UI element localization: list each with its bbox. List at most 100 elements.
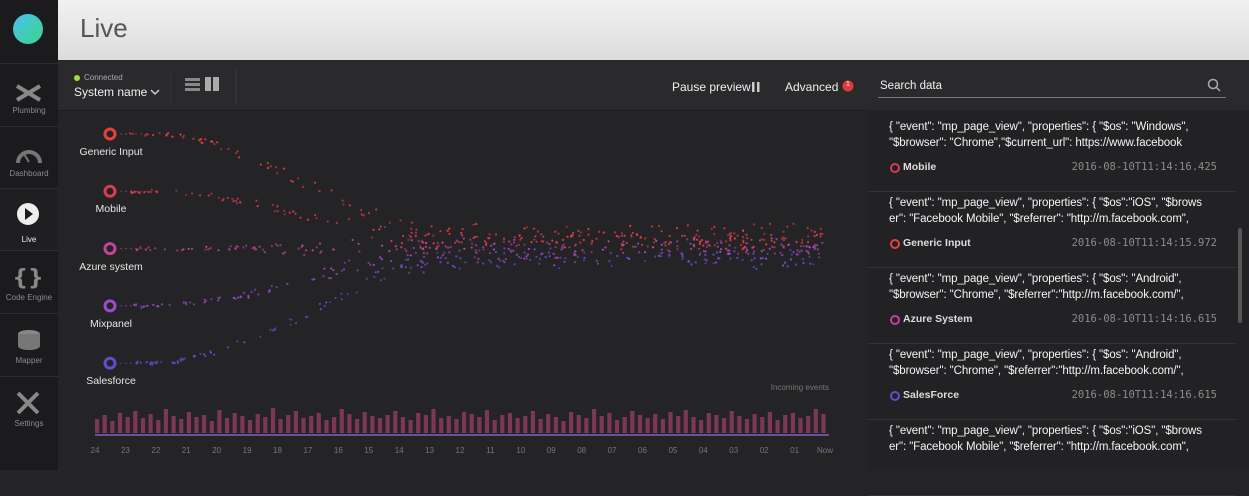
event-particle <box>595 259 599 262</box>
event-particle <box>210 140 213 143</box>
event-bar <box>117 413 123 433</box>
event-particle <box>348 204 351 207</box>
event-card[interactable]: { "event": "mp_page_view", "properties":… <box>868 191 1236 268</box>
event-particle <box>750 238 753 241</box>
event-particle <box>269 165 272 168</box>
event-particle <box>405 250 408 253</box>
time-tick: 10 <box>516 446 526 455</box>
event-particle <box>664 244 667 247</box>
event-particle <box>282 209 286 212</box>
event-particle <box>474 249 477 252</box>
search-placeholder: Search data <box>880 80 943 92</box>
event-particle <box>432 242 435 245</box>
event-particle <box>676 245 679 248</box>
event-card[interactable]: { "event": "mp_page_view", "properties":… <box>868 419 1236 496</box>
nav-item[interactable]: Settings <box>0 376 58 439</box>
search-input[interactable] <box>878 76 1226 98</box>
event-card[interactable]: { "event": "mp_page_view", "properties":… <box>868 343 1236 420</box>
event-source: Mobile <box>903 161 937 173</box>
event-particle <box>566 235 569 238</box>
event-json: er": "Facebook Mobile", "$referrer": "ht… <box>889 213 1189 225</box>
event-particle <box>734 237 737 240</box>
advanced-button[interactable]: Advanced <box>785 80 839 94</box>
event-particle <box>263 251 266 254</box>
event-particle <box>608 260 611 263</box>
event-particle <box>213 142 216 146</box>
event-particle <box>192 137 195 140</box>
event-particle <box>771 245 774 248</box>
event-particle <box>614 231 617 234</box>
event-particle <box>591 240 594 243</box>
event-bar <box>286 415 291 433</box>
event-particle <box>796 249 799 252</box>
event-particle <box>383 226 386 229</box>
event-particle <box>245 244 248 247</box>
event-particle <box>801 258 805 261</box>
event-bar <box>538 419 543 433</box>
event-particle <box>414 251 417 254</box>
event-timestamp: 2016-08-10T11:14:16.425 <box>1071 161 1217 173</box>
event-bar <box>156 420 161 433</box>
event-particle <box>213 353 216 356</box>
event-bar <box>247 420 253 433</box>
event-particle <box>303 253 306 256</box>
event-particle <box>254 248 258 251</box>
event-particle <box>510 243 513 246</box>
system-select[interactable]: System name <box>74 85 148 99</box>
event-card[interactable]: { "event": "mp_page_view", "properties":… <box>868 267 1236 344</box>
event-particle <box>203 298 206 301</box>
event-particle <box>155 361 158 364</box>
event-particle <box>764 257 768 260</box>
event-particle <box>472 223 475 226</box>
event-particle <box>155 190 158 193</box>
event-particle <box>726 234 730 237</box>
nav-label: Plumbing <box>12 106 46 115</box>
event-particle <box>318 190 321 193</box>
event-json: "$browser": "Chrome", "$referrer":"http:… <box>889 289 1184 301</box>
event-bar <box>813 409 818 433</box>
event-bar <box>293 411 298 433</box>
event-source: Azure System <box>903 313 973 325</box>
time-tick: 05 <box>668 446 678 455</box>
event-particle <box>797 253 800 256</box>
nav-item[interactable]: {} Code Engine <box>0 250 58 313</box>
event-particle <box>276 205 279 208</box>
event-particle <box>439 256 443 259</box>
event-particle <box>407 258 410 261</box>
event-bar <box>102 415 107 433</box>
event-particle <box>686 238 689 241</box>
scrollbar[interactable] <box>1237 228 1243 323</box>
event-particle <box>410 221 413 224</box>
event-particle <box>733 232 736 235</box>
event-particle <box>147 190 150 194</box>
event-particle <box>478 249 481 252</box>
event-particle <box>184 301 188 304</box>
event-timestamp: 2016-08-10T11:14:16.615 <box>1071 389 1217 401</box>
event-particle <box>625 241 628 245</box>
event-particle <box>297 177 300 180</box>
view-toggle[interactable] <box>170 68 240 104</box>
event-particle <box>576 255 579 258</box>
event-particle <box>795 240 798 244</box>
nav-item[interactable]: Mapper <box>0 313 58 376</box>
nav-item[interactable]: Live <box>0 188 58 251</box>
pause-button[interactable]: Pause preview <box>672 80 751 94</box>
event-particle <box>302 185 305 188</box>
nav-item[interactable]: Dashboard <box>0 126 58 189</box>
event-particle <box>641 243 644 246</box>
event-particle <box>517 243 521 246</box>
event-particle <box>607 240 610 243</box>
event-particle <box>655 239 658 243</box>
event-bar <box>653 414 658 433</box>
event-card[interactable]: { "event": "mp_page_view", "properties":… <box>868 115 1236 192</box>
logo[interactable] <box>0 0 58 60</box>
event-particle <box>622 243 625 246</box>
event-bar <box>561 421 566 433</box>
event-particle <box>528 258 532 262</box>
event-particle <box>218 296 222 299</box>
event-particle <box>583 251 586 254</box>
event-bar <box>783 415 788 433</box>
search-icon[interactable] <box>1207 78 1221 92</box>
event-particle <box>289 323 292 326</box>
nav-item[interactable]: Plumbing <box>0 63 58 126</box>
